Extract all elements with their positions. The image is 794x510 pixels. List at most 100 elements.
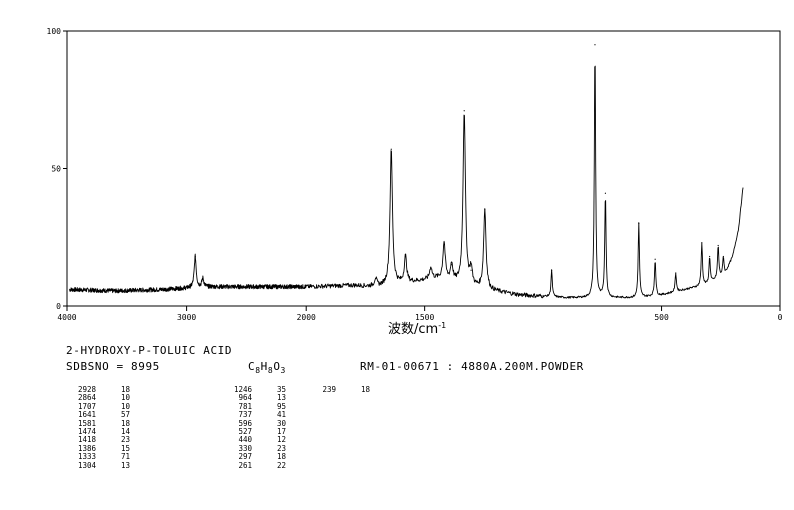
sdbs-number: SDBSNO = 8995	[66, 360, 160, 373]
y-tick-label: 50	[51, 165, 61, 174]
peak-wavenumber: 1418	[77, 435, 96, 445]
peak-wavenumber: 1641	[77, 410, 96, 420]
x-axis-title-superscript: -1	[438, 321, 446, 330]
peak-wavenumber: 440	[238, 435, 252, 445]
peak-intensity: 12	[276, 435, 286, 445]
peak-intensity: 18	[120, 418, 130, 428]
peak-table-col-2: 1246 35 964 13 781 95 737 41 596 30 527 17 440 12 330 2…	[216, 385, 286, 470]
peak-wavenumber: 1246	[233, 385, 252, 394]
peak-intensity: 23	[276, 443, 286, 453]
peak-point	[390, 148, 392, 150]
peak-point	[484, 209, 486, 211]
peak-wavenumber: 781	[238, 401, 252, 411]
plot-frame	[66, 30, 781, 307]
peak-intensity: 18	[120, 385, 130, 394]
peak-wavenumber: 1333	[77, 452, 96, 462]
peak-wavenumber: 1581	[77, 418, 96, 428]
peak-wavenumber: 964	[238, 393, 252, 403]
peak-wavenumber: 2864	[77, 393, 96, 403]
peak-wavenumber: 596	[238, 418, 252, 428]
peak-point	[654, 258, 656, 260]
x-tick-label: 3000	[177, 313, 196, 322]
peak-intensity: 18	[360, 385, 370, 394]
peak-intensity: 18	[276, 452, 286, 462]
measurement-method: RM-01-00671 : 4880A.200M.POWDER	[360, 360, 584, 373]
peak-wavenumber: 1474	[77, 426, 96, 436]
peak-wavenumber: 297	[238, 452, 252, 462]
peak-intensity: 30	[276, 418, 286, 428]
peak-table-col-3: 239 18	[300, 385, 370, 394]
peak-wavenumber: 261	[238, 460, 252, 470]
y-tick-label: 0	[56, 302, 61, 311]
peak-point	[701, 242, 703, 244]
peak-wavenumber: 1386	[77, 443, 96, 453]
peak-point	[430, 266, 432, 269]
peak-row: 330 23	[216, 443, 286, 453]
peak-wavenumber: 737	[238, 410, 252, 420]
x-tick-label: 4000	[57, 313, 76, 322]
peak-intensity: 35	[276, 385, 286, 394]
peak-row: 297 18	[216, 452, 286, 462]
peak-row: 596 30	[216, 418, 286, 428]
peak-point	[463, 110, 465, 112]
x-tick-label: 2000	[297, 313, 316, 322]
peak-point	[551, 269, 553, 271]
peak-intensity: 10	[120, 401, 130, 411]
peak-intensity: 23	[120, 435, 130, 445]
peak-row: 1641 57	[60, 410, 130, 420]
peak-point	[638, 222, 640, 225]
peak-point	[717, 244, 719, 247]
peak-intensity: 22	[276, 460, 286, 470]
peak-point	[594, 44, 596, 46]
peak-row: 2928 18	[60, 385, 130, 394]
molecular-formula: C8H8O3	[248, 360, 286, 376]
peak-row: 440 12	[216, 435, 286, 445]
peak-intensity: 71	[120, 452, 130, 462]
peak-row: 1386 15	[60, 443, 130, 453]
peak-wavenumber: 1707	[77, 401, 96, 411]
peak-row: 781 95	[216, 401, 286, 411]
peak-point	[675, 272, 677, 274]
peak-wavenumber: 527	[238, 426, 252, 436]
peak-intensity: 57	[120, 410, 130, 420]
peak-intensity: 95	[276, 401, 286, 411]
compound-name: 2-HYDROXY-P-TOLUIC ACID	[66, 344, 233, 357]
peak-row: 964 13	[216, 393, 286, 403]
peak-row: 2864 10	[60, 393, 130, 403]
x-axis-title: 波数/cm-1	[388, 321, 446, 337]
peak-point	[604, 192, 607, 194]
peak-intensity: 13	[120, 460, 130, 470]
peak-row: 1304 13	[60, 460, 130, 470]
peak-row: 1474 14	[60, 426, 130, 436]
peak-row: 261 22	[216, 460, 286, 470]
y-axis-ticks: 100 50 0	[47, 27, 67, 311]
peak-intensity: 10	[120, 393, 130, 403]
peak-point	[709, 255, 711, 258]
y-tick-label: 100	[47, 27, 62, 36]
peak-row: 1333 71	[60, 452, 130, 462]
peak-point	[202, 277, 204, 280]
peak-row: 1418 23	[60, 435, 130, 445]
peak-table-col-1: 2928 18 2864 10 1707 10 1641 57 1581 18 1474 14 1418…	[60, 385, 130, 470]
peak-row: 1707 10	[60, 401, 130, 411]
peak-marks	[194, 44, 724, 280]
spectrum-line	[69, 65, 744, 299]
peak-point	[451, 264, 453, 266]
peak-row: 737 41	[216, 410, 286, 420]
peak-intensity: 13	[276, 393, 286, 403]
peak-row: 1246 35	[216, 385, 286, 394]
peak-wavenumber: 330	[238, 443, 252, 453]
peak-row: 239 18	[300, 385, 370, 394]
peak-intensity: 14	[120, 426, 130, 436]
peak-row: 527 17	[216, 426, 286, 436]
peak-wavenumber: 1304	[77, 460, 96, 470]
peak-intensity: 17	[276, 426, 286, 436]
peak-intensity: 15	[120, 443, 130, 453]
peak-row: 1581 18	[60, 418, 130, 428]
peak-point	[470, 269, 472, 271]
peak-intensity: 41	[276, 410, 286, 420]
peak-wavenumber: 239	[322, 385, 336, 394]
peak-point	[443, 242, 445, 244]
x-axis-ticks: 4000 3000 2000 1500 500 0	[57, 306, 783, 322]
